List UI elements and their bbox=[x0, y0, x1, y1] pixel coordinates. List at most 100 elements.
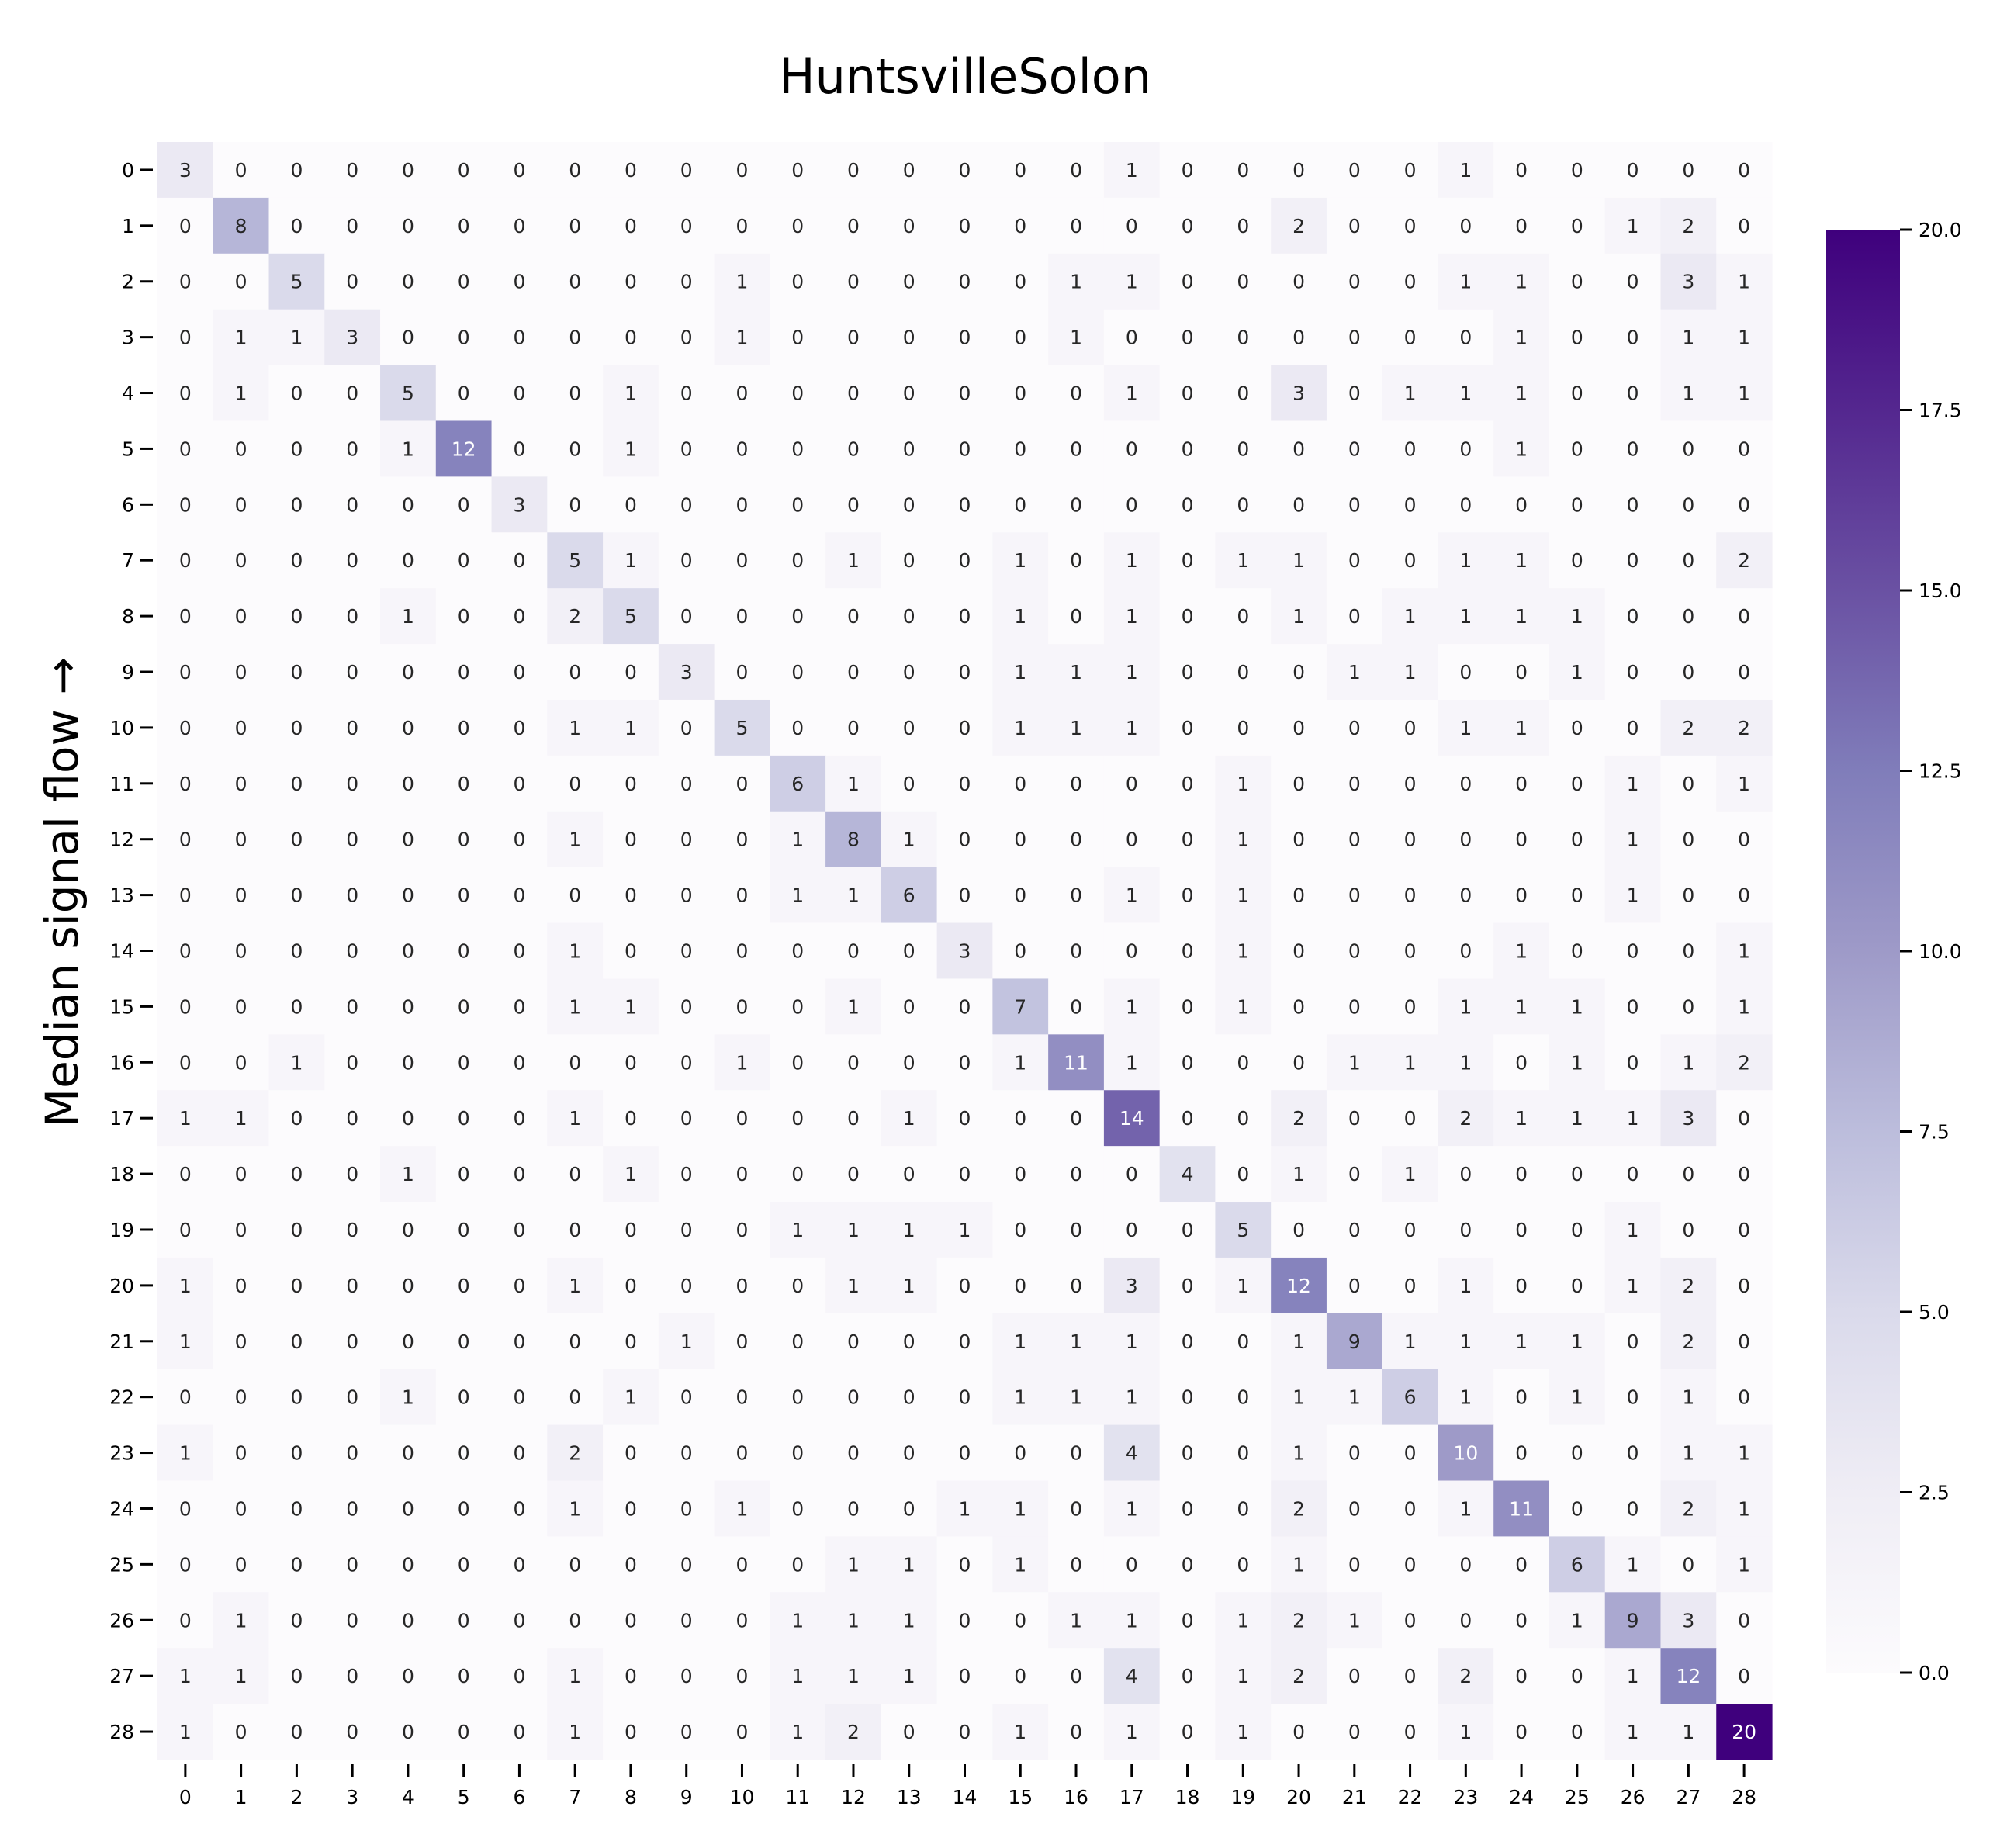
cell-value-label: 0 bbox=[1404, 717, 1417, 739]
cell-value-label: 0 bbox=[1571, 884, 1583, 907]
cell-value-label: 0 bbox=[847, 1442, 860, 1465]
heatmap-cell bbox=[1660, 1592, 1717, 1649]
heatmap-cell bbox=[1438, 253, 1494, 310]
cell-value-label: 1 bbox=[569, 1665, 581, 1687]
cell-value-label: 0 bbox=[1571, 717, 1583, 739]
cell-value-label: 0 bbox=[1014, 1442, 1026, 1465]
cell-value-label: 0 bbox=[847, 940, 860, 963]
cell-value-label: 1 bbox=[402, 1163, 414, 1185]
cell-value-label: 0 bbox=[513, 549, 525, 572]
cell-value-label: 0 bbox=[1292, 829, 1305, 851]
cell-value-label: 0 bbox=[1682, 661, 1694, 683]
heatmap-cell bbox=[936, 755, 993, 812]
y-axis-label: Median signal flow → bbox=[36, 657, 88, 1127]
cell-value-label: 0 bbox=[458, 549, 470, 572]
cell-value-label: 0 bbox=[680, 884, 693, 907]
cell-value-label: 0 bbox=[1627, 605, 1639, 628]
cell-value-label: 0 bbox=[235, 1442, 247, 1465]
heatmap-cell bbox=[1103, 365, 1161, 422]
heatmap-cell bbox=[992, 1704, 1049, 1760]
heatmap-cell bbox=[324, 1257, 381, 1314]
cell-value-label: 0 bbox=[569, 1386, 581, 1409]
cell-value-label: 1 bbox=[1459, 1497, 1472, 1520]
heatmap-cell bbox=[1103, 1369, 1161, 1426]
cell-value-label: 0 bbox=[1348, 884, 1361, 907]
heatmap-cell bbox=[1493, 922, 1550, 980]
heatmap-cell bbox=[1048, 476, 1105, 533]
cell-value-label: 0 bbox=[736, 995, 749, 1018]
cell-value-label: 0 bbox=[1348, 773, 1361, 795]
heatmap-cell bbox=[658, 197, 715, 254]
cell-value-label: 0 bbox=[903, 661, 915, 683]
cell-value-label: 0 bbox=[1014, 159, 1026, 182]
cell-value-label: 4 bbox=[1182, 1163, 1194, 1185]
cell-value-label: 0 bbox=[1571, 940, 1583, 963]
heatmap-cell bbox=[603, 142, 659, 199]
cell-value-label: 0 bbox=[179, 940, 192, 963]
cell-value-label: 0 bbox=[235, 1051, 247, 1074]
heatmap-cell bbox=[1215, 1592, 1272, 1649]
heatmap-cell bbox=[213, 922, 270, 980]
cell-value-label: 0 bbox=[1182, 717, 1194, 739]
cell-value-label: 0 bbox=[1237, 438, 1249, 460]
cell-value-label: 2 bbox=[1459, 1107, 1472, 1130]
cell-value-label: 1 bbox=[1292, 1442, 1305, 1465]
heatmap-cell bbox=[1660, 1369, 1717, 1426]
cell-value-label: 0 bbox=[847, 493, 860, 516]
heatmap-cell bbox=[213, 1536, 270, 1593]
cell-value-label: 2 bbox=[569, 1442, 581, 1465]
cell-value-label: 0 bbox=[1182, 1497, 1194, 1520]
heatmap-cell bbox=[547, 1704, 604, 1760]
heatmap-cell bbox=[770, 1257, 826, 1314]
heatmap-cell bbox=[992, 1313, 1049, 1370]
cell-value-label: 1 bbox=[1404, 382, 1417, 405]
cell-value-labels: 3 0 0 0 0 0 0 0 0 0 0 0 0 0 0 0 0 1 0 0 0 0 0 1 0 0 0 0 00 8 0 0 0 0 0 0 0 0 0… bbox=[179, 159, 1756, 1743]
y-tick-label: 25 bbox=[109, 1553, 134, 1576]
y-tick-label: 5 bbox=[122, 438, 134, 460]
cell-value-label: 1 bbox=[847, 1609, 860, 1632]
cell-value-label: 1 bbox=[1459, 995, 1472, 1018]
heatmap-cell bbox=[1716, 644, 1773, 701]
cell-value-label: 2 bbox=[1292, 1665, 1305, 1687]
cell-value-label: 0 bbox=[290, 884, 303, 907]
heatmap-cell bbox=[491, 699, 548, 756]
cell-value-label: 0 bbox=[235, 1219, 247, 1241]
cell-value-label: 0 bbox=[625, 661, 637, 683]
cell-value-label: 0 bbox=[1237, 1497, 1249, 1520]
heatmap-cell bbox=[1549, 309, 1606, 366]
cell-value-label: 0 bbox=[1014, 829, 1026, 851]
heatmap-cell bbox=[881, 867, 938, 924]
heatmap-cell bbox=[1326, 309, 1383, 366]
cell-value-label: 0 bbox=[290, 1331, 303, 1353]
cell-value-label: 0 bbox=[959, 1386, 971, 1409]
heatmap-cell bbox=[1438, 142, 1494, 199]
cell-value-label: 1 bbox=[791, 1665, 804, 1687]
heatmap-cell bbox=[1604, 922, 1662, 980]
cell-value-label: 0 bbox=[1348, 327, 1361, 349]
cell-value-label: 0 bbox=[1348, 438, 1361, 460]
heatmap-cell bbox=[1215, 476, 1272, 533]
cell-value-label: 1 bbox=[1459, 1331, 1472, 1353]
cell-value-label: 0 bbox=[1348, 829, 1361, 851]
heatmap-cell bbox=[1549, 1480, 1606, 1538]
cell-value-label: 2 bbox=[1292, 1107, 1305, 1130]
x-tick-label: 26 bbox=[1621, 1786, 1645, 1808]
heatmap-cell bbox=[324, 978, 381, 1035]
cell-value-label: 0 bbox=[959, 438, 971, 460]
heatmap-cell bbox=[825, 142, 882, 199]
cell-value-label: 0 bbox=[1627, 940, 1639, 963]
cell-value-label: 0 bbox=[959, 493, 971, 516]
cell-value-label: 0 bbox=[1682, 829, 1694, 851]
heatmap-cell bbox=[1382, 811, 1439, 868]
heatmap-cell bbox=[1382, 1704, 1439, 1760]
cell-value-label: 0 bbox=[458, 382, 470, 405]
cell-value-label: 0 bbox=[1571, 1275, 1583, 1297]
heatmap-cell bbox=[1103, 309, 1161, 366]
cell-value-label: 1 bbox=[791, 1609, 804, 1632]
cell-value-label: 0 bbox=[1182, 438, 1194, 460]
heatmap-cell bbox=[1215, 1146, 1272, 1203]
cell-value-label: 0 bbox=[179, 1163, 192, 1185]
heatmap-cell bbox=[992, 1592, 1049, 1649]
heatmap-cell bbox=[1215, 197, 1272, 254]
heatmap-cell bbox=[1215, 532, 1272, 589]
